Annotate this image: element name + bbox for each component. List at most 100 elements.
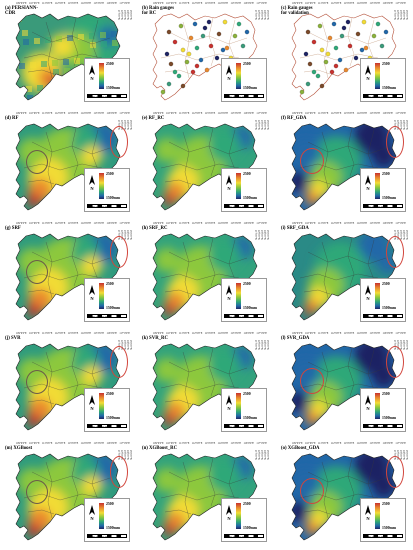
lon-tick-label: 116°0'0"E xyxy=(382,222,393,225)
highlight-circle-red xyxy=(300,368,324,394)
lon-tick-label: 115°0'0"E xyxy=(93,442,105,445)
lon-tick-label: 114°0'0"E xyxy=(217,112,229,115)
lon-tick-label: 109°0'0"E xyxy=(292,2,303,5)
lon-tick-label: 115°0'0"E xyxy=(230,112,242,115)
panel-label: (j) SVR xyxy=(5,336,21,341)
lat-tick-label: 25°0'0"N xyxy=(129,450,132,460)
legend-max-label: 2500 xyxy=(382,392,390,396)
lon-tick-label: 114°0'0"E xyxy=(356,222,368,225)
lat-tick-label: 23°0'0"N xyxy=(123,120,126,130)
map-legend: N 2500 1500mm 0 25 50 100 150 200 xyxy=(221,58,267,102)
lon-tick-label: 110°0'0"E xyxy=(305,112,316,115)
lon-tick-label: 117°0'0"E xyxy=(256,442,267,445)
scale-label: 0 25 50 100 150 200 xyxy=(87,426,109,429)
longitude-ticks: 109°0'0"E 110°0'0"E 111°0'0"E 112°0'0"E 113°… xyxy=(16,332,130,335)
latitude-ticks: 25°0'0"N 24°0'0"N 23°0'0"N 22°0'0"N 21°0'0"N xyxy=(254,10,269,92)
color-bar xyxy=(99,393,104,419)
lon-tick-label: 110°0'0"E xyxy=(305,222,316,225)
latitude-ticks: 25°0'0"N 24°0'0"N 23°0'0"N 22°0'0"N 21°0'0"N xyxy=(254,120,269,202)
legend-min-label: 1500mm xyxy=(106,416,120,420)
map-legend: N 2500 1500mm 0 25 50 100 150 200 xyxy=(84,58,130,102)
lat-tick-label: 22°0'0"N xyxy=(120,450,123,460)
lon-tick-label: 117°0'0"E xyxy=(395,112,406,115)
color-bar xyxy=(99,283,104,309)
scale-label: 0 25 50 100 150 200 xyxy=(224,206,246,209)
panel-label: (f) RF_GDA xyxy=(281,116,307,121)
north-arrow-icon: N xyxy=(225,65,233,81)
panel-label: (l) SVR_GDA xyxy=(281,336,310,341)
legend-min-label: 1500mm xyxy=(243,526,257,530)
north-label: N xyxy=(227,406,231,411)
map-legend: N 2500 1500mm 0 25 50 100 150 200 xyxy=(221,278,267,322)
lon-tick-label: 109°0'0"E xyxy=(292,332,303,335)
color-bar xyxy=(99,173,104,199)
lon-tick-label: 113°0'0"E xyxy=(67,442,79,445)
lon-tick-label: 115°0'0"E xyxy=(93,332,105,335)
lon-tick-label: 110°0'0"E xyxy=(166,332,177,335)
scale-bar: 0 25 50 100 150 200 xyxy=(363,534,403,540)
lon-tick-label: 116°0'0"E xyxy=(106,442,117,445)
map-legend: N 2500 1500mm 0 25 50 100 150 200 xyxy=(84,498,130,542)
lat-tick-label: 22°0'0"N xyxy=(257,10,260,20)
color-bar xyxy=(236,63,241,89)
north-arrow-icon: N xyxy=(225,395,233,411)
lon-tick-label: 116°0'0"E xyxy=(106,2,117,5)
map-panel: (a) PERSIANN- CDR 109°0'0"E 110°0'0"E 111°0… xyxy=(2,2,132,106)
lat-tick-label: 25°0'0"N xyxy=(266,120,269,130)
lat-tick-label: 23°0'0"N xyxy=(260,10,263,20)
legend-max-label: 2500 xyxy=(243,282,251,286)
panel-label: (d) RF xyxy=(5,116,19,121)
lon-tick-label: 117°0'0"E xyxy=(119,222,130,225)
lat-tick-label: 22°0'0"N xyxy=(120,120,123,130)
legend-min-label: 1500mm xyxy=(382,306,396,310)
north-arrow-icon: N xyxy=(88,395,96,411)
lon-tick-label: 109°0'0"E xyxy=(16,332,27,335)
longitude-ticks: 109°0'0"E 110°0'0"E 111°0'0"E 112°0'0"E 113°… xyxy=(16,222,130,225)
scale-bar: 0 25 50 100 150 200 xyxy=(224,424,264,430)
lon-tick-label: 113°0'0"E xyxy=(343,112,355,115)
lat-tick-label: 21°0'0"N xyxy=(393,450,396,460)
latitude-ticks: 25°0'0"N 24°0'0"N 23°0'0"N 22°0'0"N 21°0'0"N xyxy=(254,450,269,532)
legend-min-label: 1500mm xyxy=(382,526,396,530)
lon-tick-label: 117°0'0"E xyxy=(256,222,267,225)
lon-tick-label: 112°0'0"E xyxy=(191,222,203,225)
scale-label: 0 25 50 100 150 200 xyxy=(87,316,109,319)
lon-tick-label: 109°0'0"E xyxy=(16,442,27,445)
lat-tick-label: 21°0'0"N xyxy=(393,340,396,350)
scale-bar: 0 25 50 100 150 200 xyxy=(87,424,127,430)
lat-tick-label: 22°0'0"N xyxy=(396,10,399,20)
lon-tick-label: 115°0'0"E xyxy=(93,222,105,225)
lon-tick-label: 110°0'0"E xyxy=(305,442,316,445)
map-panel: (i) SRF_GDA 109°0'0"E 110°0'0"E 111°0'0"E 11… xyxy=(278,222,408,326)
latitude-ticks: 25°0'0"N 24°0'0"N 23°0'0"N 22°0'0"N 21°0'0"N xyxy=(117,230,132,312)
lon-tick-label: 113°0'0"E xyxy=(67,222,79,225)
lon-tick-label: 112°0'0"E xyxy=(330,332,342,335)
color-bar xyxy=(375,173,380,199)
map-panel: (l) SVR_GDA 109°0'0"E 110°0'0"E 111°0'0"E 11… xyxy=(278,332,408,436)
lon-tick-label: 109°0'0"E xyxy=(292,442,303,445)
scale-label: 0 25 50 100 150 200 xyxy=(363,536,385,539)
lon-tick-label: 115°0'0"E xyxy=(230,332,242,335)
north-arrow-icon: N xyxy=(364,175,372,191)
lon-tick-label: 111°0'0"E xyxy=(178,442,190,445)
map-legend: N 2500 1500mm 0 25 50 100 150 200 xyxy=(360,58,406,102)
lon-tick-label: 110°0'0"E xyxy=(29,222,40,225)
scale-label: 0 25 50 100 150 200 xyxy=(224,536,246,539)
scale-bar: 0 25 50 100 150 200 xyxy=(87,314,127,320)
map-panel: (c) Rain gauges for validation 109°0'0"E 1… xyxy=(278,2,408,106)
lat-tick-label: 23°0'0"N xyxy=(123,230,126,240)
lon-tick-label: 110°0'0"E xyxy=(29,2,40,5)
longitude-ticks: 109°0'0"E 110°0'0"E 111°0'0"E 112°0'0"E 113°… xyxy=(16,112,130,115)
lon-tick-label: 116°0'0"E xyxy=(243,332,254,335)
legend-min-label: 1500mm xyxy=(106,526,120,530)
longitude-ticks: 109°0'0"E 110°0'0"E 111°0'0"E 112°0'0"E 113°… xyxy=(292,2,406,5)
color-bar xyxy=(236,173,241,199)
lon-tick-label: 117°0'0"E xyxy=(119,442,130,445)
lat-tick-label: 25°0'0"N xyxy=(405,120,408,130)
panel-label: (e) RF_RC xyxy=(142,116,165,121)
lat-tick-label: 23°0'0"N xyxy=(399,120,402,130)
map-legend: N 2500 1500mm 0 25 50 100 150 200 xyxy=(360,498,406,542)
lon-tick-label: 111°0'0"E xyxy=(317,112,329,115)
lon-tick-label: 109°0'0"E xyxy=(16,2,27,5)
lon-tick-label: 117°0'0"E xyxy=(256,112,267,115)
